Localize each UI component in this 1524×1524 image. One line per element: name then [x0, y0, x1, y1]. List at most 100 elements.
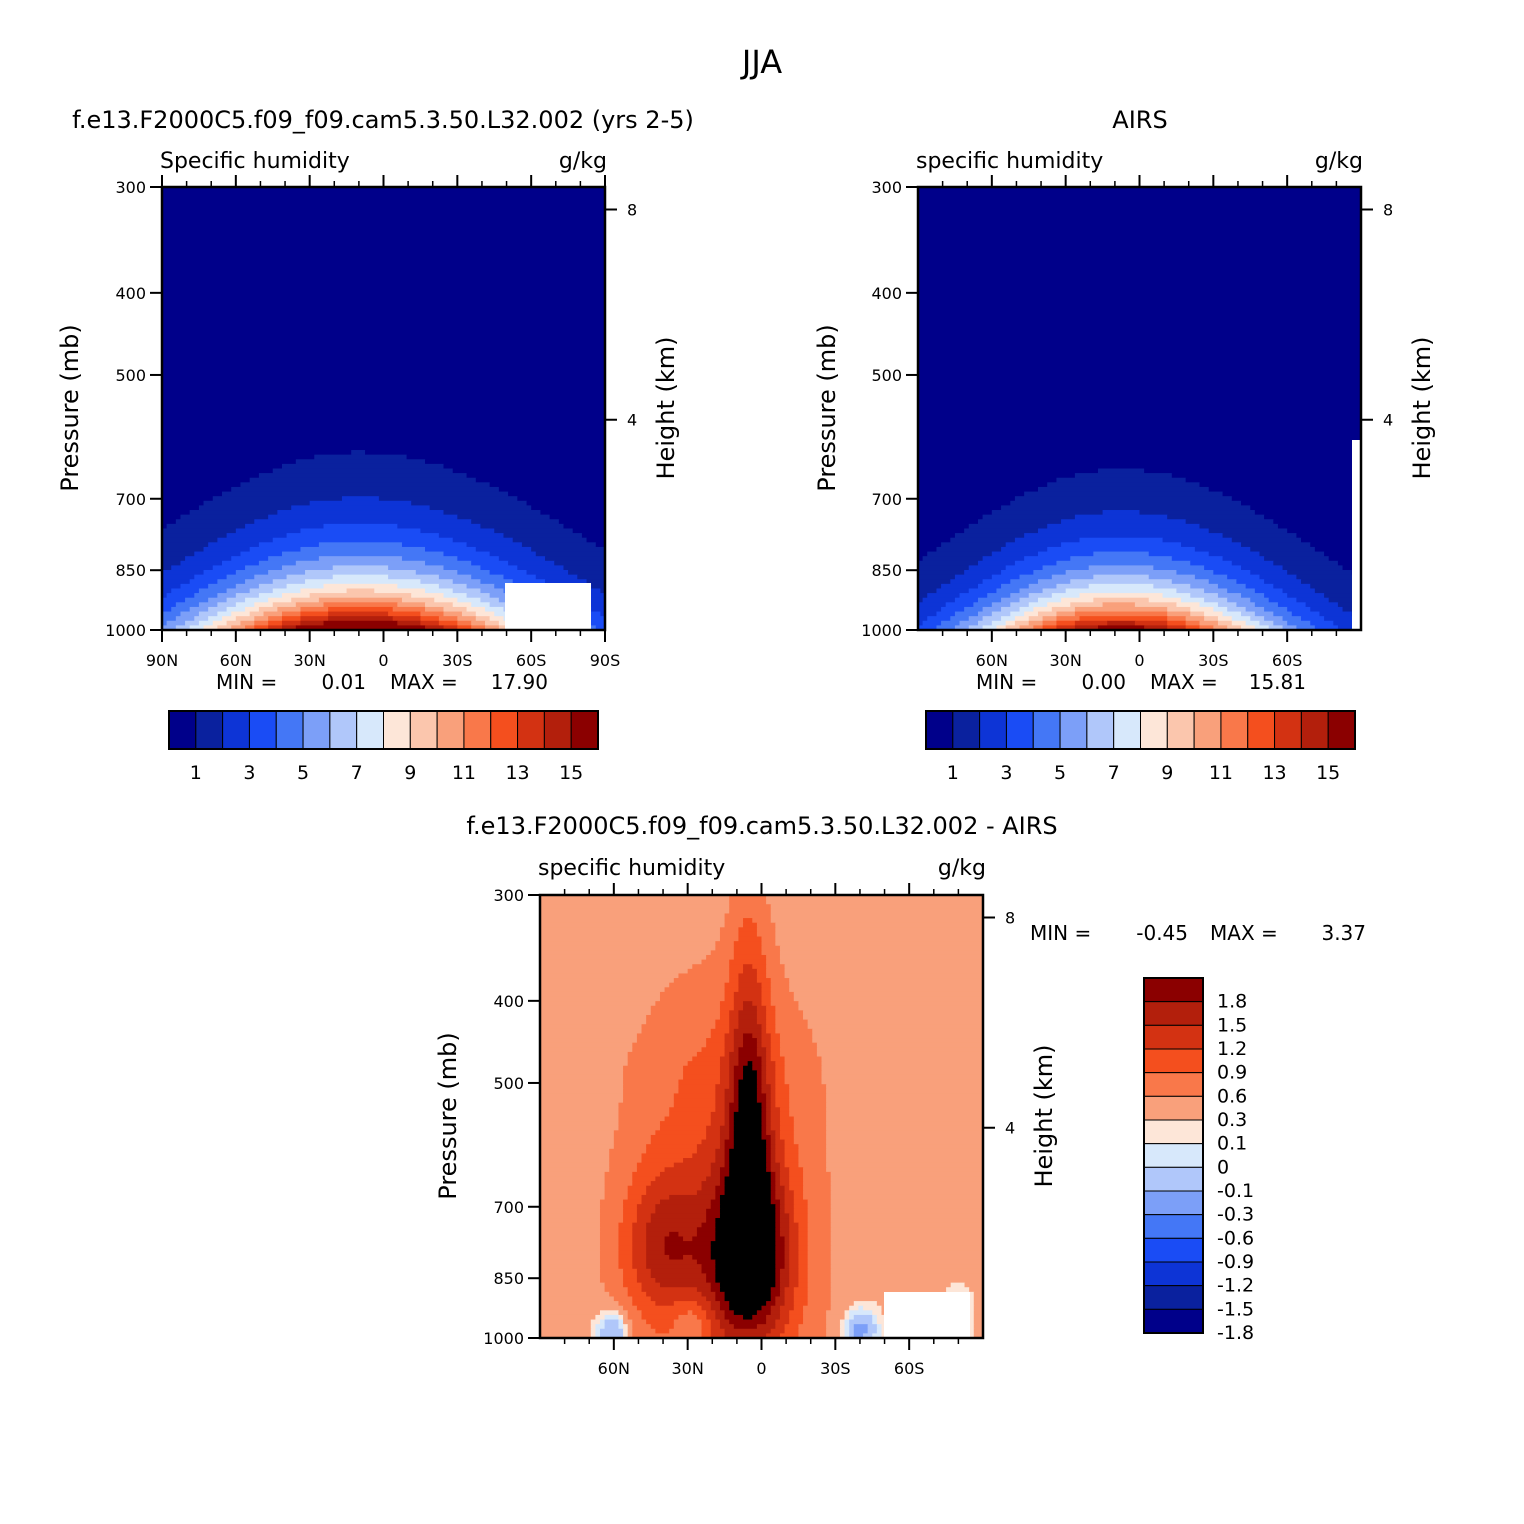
contour-cell: [1047, 523, 1201, 530]
contour-cell: [411, 500, 528, 506]
contour-cell: [599, 1245, 620, 1251]
contour-cell: [766, 1079, 776, 1085]
contour-cell: [1217, 602, 1238, 608]
contour-cell: [281, 625, 297, 630]
contour-cell: [664, 987, 726, 993]
colorbar-label: 1.5: [1217, 1014, 1247, 1036]
contour-cell: [623, 1074, 684, 1081]
contour-cell: [268, 556, 320, 562]
contour-cell: [425, 459, 605, 465]
contour-cell: [779, 1199, 786, 1205]
contour-cell: [1074, 606, 1168, 613]
contour-cell: [729, 1319, 767, 1325]
contour-cell: [641, 1024, 716, 1030]
contour-cell: [162, 390, 605, 396]
contour-cell: [641, 1028, 712, 1035]
contour-cell: [623, 1328, 629, 1334]
contour-cell: [853, 1324, 869, 1330]
contour-cell: [277, 606, 302, 613]
contour-cell: [162, 371, 605, 377]
contour-cell: [1028, 583, 1058, 590]
contour-cell: [318, 556, 403, 562]
contour-cell: [655, 1204, 712, 1210]
contour-cell: [733, 991, 763, 998]
contour-cell: [392, 616, 422, 622]
contour-cell: [425, 625, 445, 630]
contour-cell: [1337, 625, 1361, 630]
contour-cell: [1014, 560, 1058, 566]
contour-cell: [719, 1324, 735, 1330]
contour-cell: [613, 1296, 633, 1302]
colorbar-label: 13: [1262, 762, 1286, 784]
contour-cell: [982, 606, 1002, 613]
contour-cell: [673, 1162, 712, 1168]
contour-cell: [766, 1061, 776, 1067]
contour-cell: [1287, 570, 1353, 576]
contour-cell: [171, 565, 214, 571]
contour-cell: [710, 1324, 721, 1330]
contour-cell: [1273, 583, 1311, 590]
contour-cell: [696, 1051, 726, 1058]
contour-cell: [235, 593, 260, 599]
contour-cell: [623, 1065, 684, 1071]
contour-cell: [918, 348, 1361, 354]
contour-cell: [1301, 537, 1361, 543]
contour-cell: [789, 1250, 800, 1256]
contour-cell: [545, 579, 588, 585]
contour-cell: [775, 1208, 781, 1214]
contour-cell: [590, 1319, 601, 1325]
contour-cell: [1061, 519, 1187, 525]
contour-cell: [770, 1185, 776, 1191]
contour-cell: [798, 1241, 809, 1247]
contour-cell: [918, 237, 1361, 243]
contour-cell: [789, 1254, 800, 1261]
contour-cell: [766, 1116, 772, 1122]
contour-cell: [830, 1254, 983, 1261]
contour-cell: [729, 1158, 767, 1164]
contour-cell: [793, 1287, 809, 1293]
contour-cell: [784, 1139, 795, 1145]
contour-cell: [659, 1121, 712, 1127]
contour-cell: [1264, 606, 1288, 613]
contour-cell: [162, 279, 605, 285]
contour-cell: [775, 1024, 809, 1030]
contour-cell: [540, 899, 730, 905]
contour-cell: [876, 1319, 887, 1325]
contour-cell: [678, 1314, 698, 1321]
contour-cell: [1056, 616, 1081, 622]
contour-cell: [245, 597, 269, 603]
contour-cell: [918, 519, 979, 525]
contour-cell: [798, 1231, 809, 1238]
contour-cell: [415, 570, 458, 576]
contour-cell: [715, 1259, 776, 1265]
colorbar-box: [979, 710, 1007, 750]
contour-cell: [627, 1056, 693, 1062]
contour-cell: [457, 625, 472, 630]
contour-cell: [715, 1148, 726, 1155]
contour-cell: [540, 1296, 615, 1302]
contour-cell: [162, 260, 605, 267]
contour-cell: [632, 1328, 656, 1334]
contour-cell: [632, 1042, 707, 1048]
contour-cell: [729, 895, 767, 901]
contour-cell: [775, 1102, 790, 1108]
variable-label: specific humidity: [538, 856, 725, 881]
contour-cell: [766, 1074, 776, 1081]
contour-cell: [812, 1033, 983, 1039]
contour-cell: [1028, 602, 1048, 608]
contour-cell: [807, 1204, 832, 1210]
contour-cell: [807, 1273, 832, 1279]
contour-cell: [779, 1042, 818, 1048]
contour-cell: [803, 1010, 983, 1016]
contour-cell: [1217, 620, 1233, 626]
contour-cell: [475, 546, 532, 553]
contour-cell: [784, 1245, 790, 1251]
contour-cell: [779, 1227, 790, 1233]
contour-cell: [198, 611, 218, 617]
contour-cell: [1337, 560, 1361, 566]
contour-cell: [789, 1098, 827, 1104]
contour-cell: [1162, 593, 1191, 599]
contour-cell: [826, 1107, 983, 1113]
contour-cell: [540, 1116, 620, 1122]
contour-cell: [1241, 542, 1311, 548]
